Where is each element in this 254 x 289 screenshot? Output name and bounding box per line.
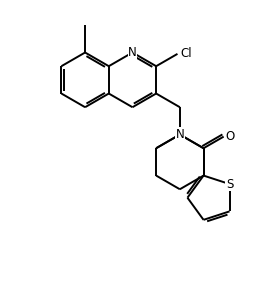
- Text: O: O: [224, 130, 233, 143]
- Text: N: N: [175, 128, 183, 141]
- Text: Cl: Cl: [179, 47, 191, 60]
- Text: S: S: [225, 177, 232, 190]
- Text: N: N: [128, 46, 136, 59]
